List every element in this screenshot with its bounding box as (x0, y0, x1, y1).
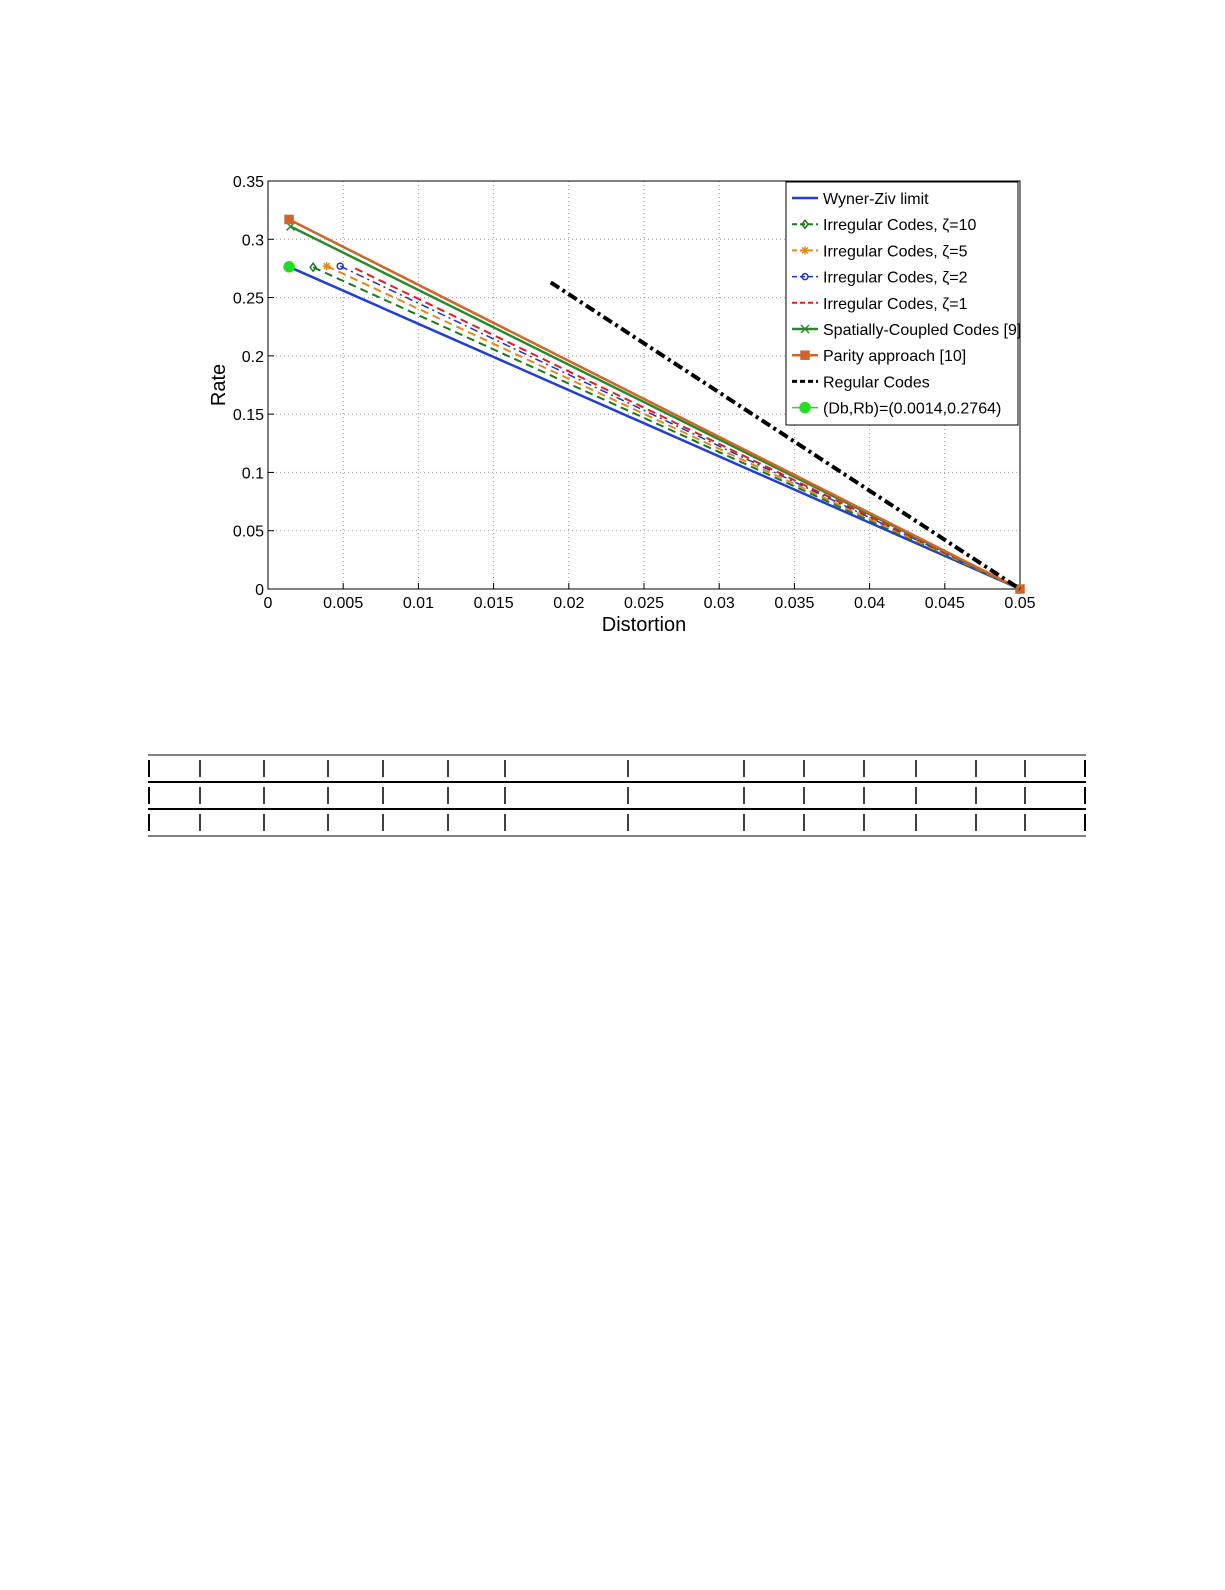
legend-label: Irregular Codes, ζ=10 (823, 217, 976, 234)
legend-label: Irregular Codes, ζ=5 (823, 243, 968, 260)
marker (283, 261, 295, 273)
series-line (326, 265, 1021, 590)
marker (284, 214, 294, 225)
y-tick-label: 0.2 (242, 349, 264, 366)
legend-label: Wyner-Ziv limit (823, 191, 929, 208)
y-tick-label: 0.25 (233, 291, 264, 308)
marker (322, 262, 331, 271)
x-tick-label: 0.035 (774, 595, 814, 612)
x-axis-label: Distortion (602, 614, 686, 636)
x-tick-label: 0.03 (704, 595, 735, 612)
legend-label: Irregular Codes, ζ=2 (823, 270, 968, 287)
y-tick-label: 0.1 (242, 465, 264, 482)
marker (336, 262, 344, 270)
x-tick-label: 0.01 (403, 595, 434, 612)
legend-label: Spatially-Coupled Codes [9] (823, 322, 1021, 339)
legend-label: Irregular Codes, ζ=1 (823, 296, 968, 313)
legend-label: Parity approach [10] (823, 348, 966, 365)
x-tick-label: 0.015 (474, 595, 514, 612)
series-line (288, 218, 1021, 591)
y-tick-label: 0.15 (233, 407, 264, 424)
marker (309, 262, 318, 273)
marker (801, 246, 809, 255)
plot-frame (267, 180, 1021, 590)
legend-box (785, 181, 1019, 426)
y-tick-label: 0 (255, 582, 264, 599)
series-line (288, 265, 1021, 591)
y-tick-label: 0.05 (233, 524, 264, 541)
x-tick-label: 0.04 (854, 595, 885, 612)
y-tick-label: 0.3 (242, 232, 264, 249)
x-tick-label: 0.05 (1004, 595, 1035, 612)
x-tick-label: 0.045 (925, 595, 965, 612)
series-line (549, 280, 1022, 591)
marker (801, 218, 809, 230)
x-tick-label: 0.025 (624, 595, 664, 612)
y-tick-label: 0.35 (233, 174, 264, 191)
series-line (354, 267, 1021, 590)
legend-label: Regular Codes (823, 374, 930, 391)
legend-label: (Db,Rb)=(0.0014,0.2764) (823, 401, 1001, 418)
y-axis-label: Rate (208, 364, 230, 406)
empty-table (148, 754, 1086, 837)
x-tick-label: 0.005 (323, 595, 363, 612)
marker (801, 272, 809, 281)
x-tick-label: 0.02 (553, 595, 584, 612)
marker (800, 350, 810, 360)
marker (799, 401, 811, 414)
marker (800, 324, 810, 334)
x-tick-label: 0 (264, 595, 273, 612)
